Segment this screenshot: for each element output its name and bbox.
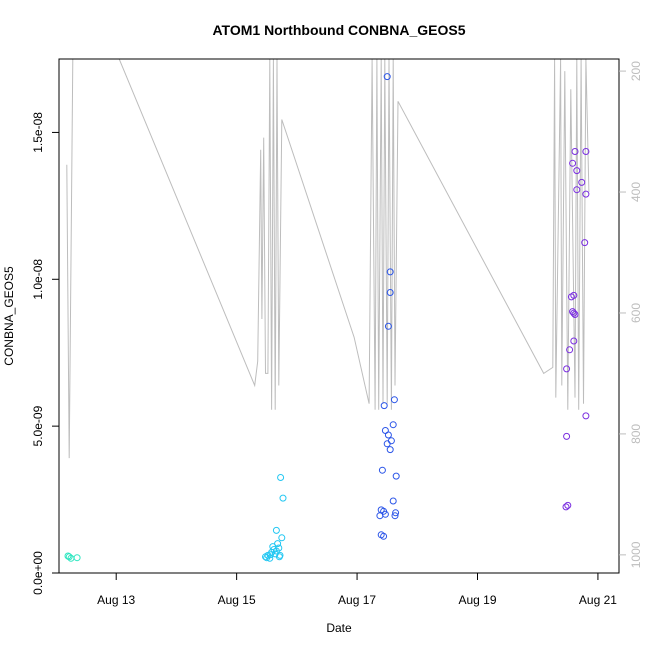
data-point — [389, 421, 397, 429]
data-point — [391, 512, 399, 520]
data-point — [582, 148, 590, 155]
altitude-line — [66, 58, 590, 459]
data-point — [383, 73, 391, 81]
x-tick-label: Aug 17 — [338, 593, 376, 607]
data-point — [278, 534, 286, 542]
data-point — [381, 510, 389, 518]
data-point — [390, 396, 398, 404]
x-axis: Aug 13 Aug 15 Aug 17 Aug 19 Aug 21 — [97, 573, 617, 607]
data-point — [73, 554, 81, 562]
data-point — [387, 437, 395, 445]
series-3 — [376, 73, 400, 540]
data-point — [272, 526, 280, 534]
x-tick-label: Aug 21 — [579, 593, 617, 607]
y2-tick-label: 800 — [629, 424, 643, 444]
data-point — [384, 322, 392, 330]
data-point — [571, 311, 579, 318]
data-point — [275, 553, 283, 561]
y2-tick-label: 600 — [629, 303, 643, 323]
data-point — [389, 497, 397, 505]
altitude-layer — [66, 58, 590, 459]
data-point — [277, 474, 285, 481]
data-point — [582, 190, 590, 198]
data-point — [380, 532, 388, 540]
data-point — [64, 552, 72, 560]
data-point — [266, 551, 274, 559]
data-point — [279, 494, 287, 502]
data-point — [65, 553, 73, 561]
y-tick-label: 1.0e-08 — [31, 259, 45, 300]
y2-tick-label: 1000 — [629, 541, 643, 568]
y-axis-label: CONBNA_GEOS5 — [2, 266, 16, 366]
y2-tick-label: 400 — [629, 182, 643, 202]
data-point — [562, 503, 570, 511]
data-point — [275, 544, 283, 552]
x-tick-label: Aug 13 — [97, 593, 135, 607]
data-point — [570, 309, 578, 317]
data-point — [581, 239, 589, 247]
data-point — [380, 402, 388, 410]
data-point — [570, 337, 578, 345]
data-point — [573, 186, 581, 194]
data-point — [386, 268, 394, 276]
data-point — [564, 501, 572, 509]
y-tick-label: 1.5e-08 — [31, 112, 45, 153]
plot-frame — [58, 58, 620, 574]
x-tick-label: Aug 19 — [458, 593, 496, 607]
data-point — [378, 466, 386, 474]
data-point — [384, 431, 392, 439]
data-point — [566, 346, 574, 354]
data-point — [571, 148, 579, 155]
x-tick-label: Aug 15 — [218, 593, 256, 607]
data-point — [563, 432, 571, 440]
data-point — [569, 159, 577, 167]
data-point — [563, 365, 571, 373]
data-point — [386, 289, 394, 296]
data-point — [567, 293, 575, 301]
data-point — [274, 540, 282, 548]
series-2 — [262, 474, 287, 562]
data-point — [386, 446, 394, 454]
series-4 — [562, 148, 590, 511]
data-point — [383, 440, 391, 448]
data-point — [582, 412, 590, 420]
y-tick-label: 0.0e+00 — [31, 551, 45, 595]
data-point — [573, 167, 581, 175]
data-point — [392, 472, 400, 480]
chart-title: ATOM1 Northbound CONBNA_GEOS5 — [212, 22, 465, 38]
y-axis: 0.0e+00 5.0e-09 1.0e-08 1.5e-08 — [31, 112, 59, 595]
data-point — [578, 178, 586, 186]
points-layer — [64, 73, 590, 562]
x-axis-label: Date — [326, 621, 352, 635]
data-point — [392, 509, 400, 517]
y2-tick-label: 200 — [629, 61, 643, 81]
series-1 — [64, 552, 81, 562]
y2-axis-right: 200 400 600 800 1000 — [619, 61, 643, 568]
y-tick-label: 5.0e-09 — [31, 405, 45, 446]
